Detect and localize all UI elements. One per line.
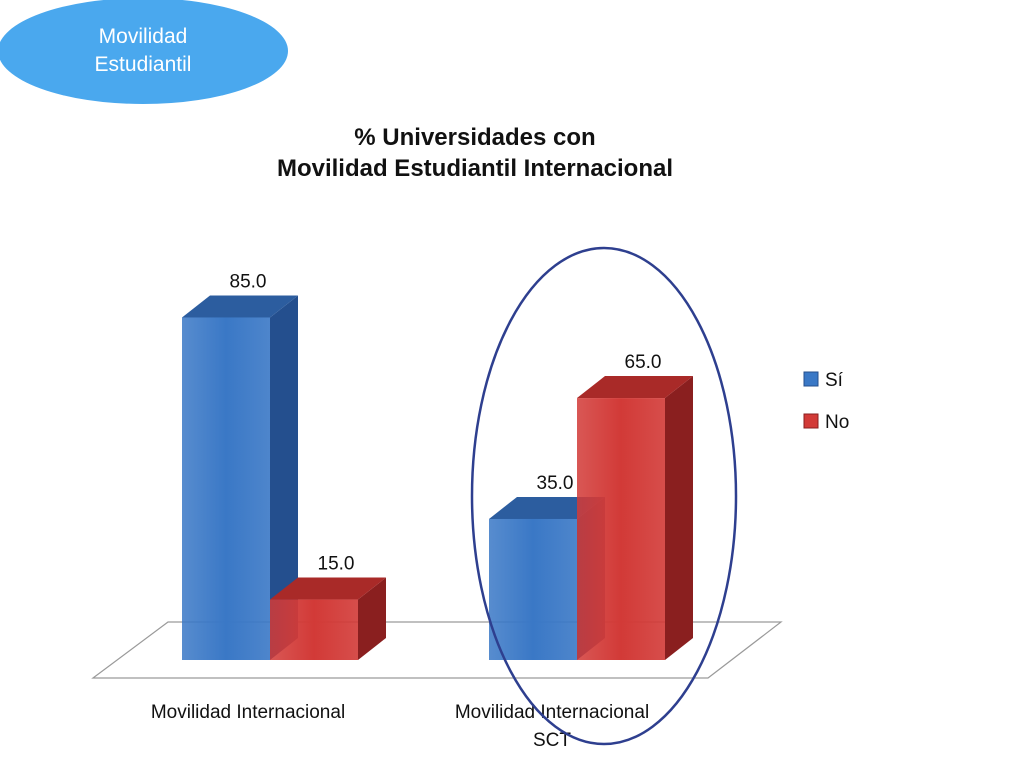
chart-value-labels: 85.0 35.0 15.0 65.0 [230, 271, 662, 574]
bar-0-1 [489, 518, 577, 660]
legend-label-0: Sí [825, 370, 844, 391]
bar-side-1-1 [665, 376, 693, 660]
bar-top-1-0 [270, 577, 386, 600]
category-label-0-0: Movilidad Internacional [151, 702, 345, 723]
highlight-outline [470, 246, 738, 746]
bar-top-0-1 [489, 496, 605, 519]
bar-top-0-0 [182, 295, 298, 318]
legend-label-1: No [825, 412, 849, 433]
bar-0-0 [182, 317, 270, 660]
chart-title-line-2: Movilidad Estudiantil Internacional [276, 155, 674, 182]
value-label-0-0: 85.0 [230, 271, 267, 292]
value-label-1-0: 15.0 [318, 554, 355, 575]
value-label-1-1: 65.0 [625, 352, 662, 373]
badge-line-1: Movilidad [98, 25, 188, 48]
value-label-0-1: 35.0 [537, 473, 574, 494]
chart-category-labels: Movilidad Internacional Movilidad Interna… [151, 702, 649, 751]
category-label-1-0: Movilidad Internacional [455, 702, 649, 723]
bar-top-1-1 [577, 376, 693, 399]
badge-line-2: Estudiantil [94, 53, 192, 76]
section-badge: Movilidad Estudiantil [0, 0, 288, 104]
bar-side-0-0 [270, 295, 298, 660]
legend-swatch-1 [803, 413, 819, 429]
legend-swatch-0 [803, 371, 819, 387]
chart-title: % Universidades con Movilidad Estudianti… [150, 122, 800, 184]
category-label-1-1: SCT [533, 730, 571, 751]
highlight-ellipse [470, 246, 738, 746]
bar-1-0 [270, 599, 358, 660]
chart-title-line-1: % Universidades con [354, 124, 596, 151]
chart-bars [182, 295, 693, 660]
chart-legend: Sí No [803, 370, 849, 433]
bar-side-1-0 [358, 577, 386, 660]
bar-1-1 [577, 398, 665, 660]
